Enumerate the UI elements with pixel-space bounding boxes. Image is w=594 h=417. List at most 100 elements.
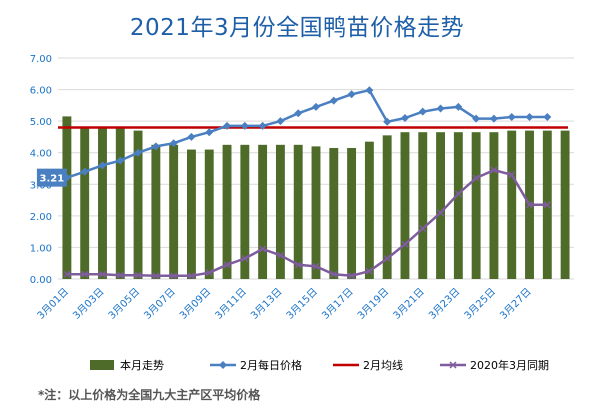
diamond-marker xyxy=(543,113,552,122)
bar xyxy=(293,144,303,279)
bar xyxy=(418,132,428,279)
x-marker xyxy=(490,166,498,174)
bar xyxy=(204,149,214,279)
diamond-marker xyxy=(489,114,498,123)
x-marker xyxy=(170,272,178,280)
x-marker xyxy=(419,224,427,233)
legend-label: 2月均线 xyxy=(363,358,403,372)
diamond-marker xyxy=(400,113,409,122)
x-tick-label: 3月23日 xyxy=(426,286,462,322)
series-line xyxy=(66,88,548,179)
legend-swatch xyxy=(90,360,114,370)
x-tick-label: 3月15日 xyxy=(284,286,320,322)
x-tick-label: 3月27日 xyxy=(498,286,534,322)
y-tick-label: 7.00 xyxy=(30,54,52,65)
bar xyxy=(507,130,517,279)
x-marker xyxy=(223,261,231,269)
x-marker xyxy=(383,254,391,263)
x-marker xyxy=(543,201,551,209)
diamond-marker xyxy=(151,142,160,151)
x-tick-label: 3月01日 xyxy=(35,286,71,322)
diamond-marker xyxy=(98,161,107,170)
x-marker xyxy=(259,245,267,253)
x-marker xyxy=(63,270,71,278)
legend-label: 本月走势 xyxy=(120,358,164,372)
x-marker xyxy=(437,209,445,217)
diamond-marker xyxy=(418,107,427,116)
series-line xyxy=(66,168,548,278)
diamond-marker xyxy=(116,156,125,165)
bar xyxy=(436,132,445,279)
diamond-marker xyxy=(223,121,232,130)
x-marker xyxy=(205,269,213,277)
bar xyxy=(453,132,463,279)
x-marker xyxy=(98,270,107,278)
diamond-marker xyxy=(525,113,534,122)
annotation-box xyxy=(36,168,67,187)
bar xyxy=(560,130,570,279)
diamond-marker xyxy=(312,102,320,111)
diamond-marker xyxy=(80,167,89,176)
y-tick-label: 6.00 xyxy=(30,86,52,97)
x-tick-label: 3月03日 xyxy=(70,286,106,322)
x-tick-label: 3月25日 xyxy=(462,286,498,322)
legend-label: 2020年3月同期 xyxy=(470,358,549,372)
x-marker xyxy=(276,251,284,259)
legend-layer: 本月走势 2月每日价格 2月均线 2020年3月同期 xyxy=(90,358,549,372)
x-tick-label: 3月09日 xyxy=(177,286,213,322)
bar xyxy=(169,144,179,279)
x-tick-label: 3月11日 xyxy=(213,286,249,322)
x-marker xyxy=(116,271,124,279)
chart-title: 2021年3月份全国鸭苗价格走势 xyxy=(129,15,465,41)
diamond-marker xyxy=(258,121,267,130)
annotation-label: 3.21 xyxy=(40,174,65,185)
bar xyxy=(151,144,161,279)
diamond-marker xyxy=(294,109,303,118)
x-marker xyxy=(454,190,462,198)
x-marker xyxy=(525,201,534,209)
x-tick-label: 3月17日 xyxy=(320,286,356,322)
bar-layer xyxy=(62,116,570,280)
bar xyxy=(115,127,125,279)
bar xyxy=(364,141,374,279)
x-tick-label: 3月19日 xyxy=(355,286,391,322)
legend-marker xyxy=(219,361,227,369)
x-marker xyxy=(330,270,338,278)
diamond-marker xyxy=(240,121,249,130)
legend-label: 2月每日价格 xyxy=(240,358,302,372)
x-marker xyxy=(365,267,373,275)
bar xyxy=(222,144,232,279)
diamond-marker xyxy=(436,104,445,113)
bar xyxy=(240,144,250,279)
bar xyxy=(311,146,321,279)
y-tick-label: 1.00 xyxy=(30,243,52,254)
bar xyxy=(329,147,339,279)
y-tick-label: 2.00 xyxy=(30,212,52,223)
x-marker xyxy=(472,174,480,182)
bar xyxy=(275,144,285,279)
diamond-marker xyxy=(365,86,374,95)
y-tick-label: 4.00 xyxy=(30,149,52,160)
bar xyxy=(382,135,392,279)
x-marker xyxy=(187,272,195,280)
x-marker xyxy=(401,240,409,248)
bar xyxy=(98,127,107,279)
x-tick-label: 3月21日 xyxy=(391,286,427,322)
bar xyxy=(133,130,143,279)
x-marker xyxy=(348,272,356,280)
x-marker xyxy=(152,272,160,280)
x-marker xyxy=(312,262,320,270)
x-marker xyxy=(134,271,142,279)
bar xyxy=(62,116,72,280)
x-tick-label: 3月05日 xyxy=(106,286,142,322)
bar xyxy=(489,132,499,279)
line-layer xyxy=(58,86,568,280)
diamond-marker xyxy=(347,90,356,99)
bar xyxy=(471,132,481,279)
x-marker xyxy=(294,261,302,269)
diamond-marker xyxy=(276,117,285,126)
x-tick-label: 3月13日 xyxy=(248,286,284,322)
bar xyxy=(347,147,357,279)
bar xyxy=(80,127,90,279)
